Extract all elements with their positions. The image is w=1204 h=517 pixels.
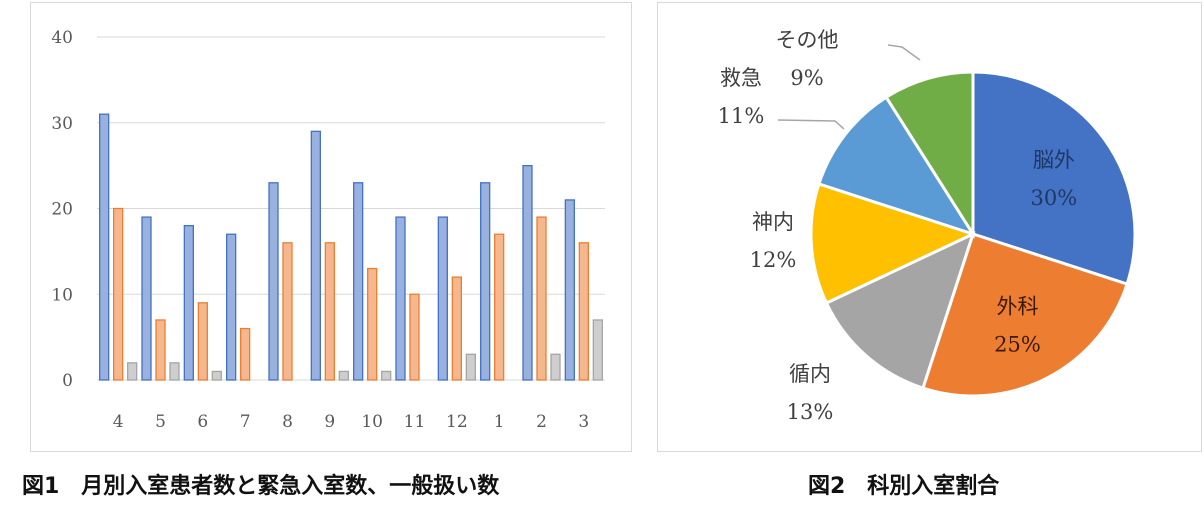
bar <box>367 267 378 381</box>
bar <box>141 216 152 381</box>
bar <box>522 164 533 381</box>
bar <box>338 370 349 381</box>
bar <box>494 233 505 381</box>
y-tick-label: 20 <box>51 200 73 220</box>
x-tick-label: 10 <box>361 412 383 432</box>
bar <box>451 276 462 381</box>
bar <box>550 353 561 381</box>
y-tick-label: 0 <box>62 371 73 391</box>
bar <box>197 302 208 381</box>
bar <box>268 182 279 381</box>
y-tick-label: 10 <box>51 285 73 305</box>
x-tick-label: 4 <box>113 412 124 432</box>
bar <box>353 182 364 381</box>
bar <box>99 113 110 381</box>
bar <box>113 207 124 381</box>
x-tick-label: 11 <box>404 412 426 432</box>
bar <box>169 362 180 381</box>
x-tick-label: 1 <box>494 412 505 432</box>
bar <box>282 242 293 381</box>
bar <box>564 199 575 381</box>
bar <box>381 370 392 381</box>
bar <box>240 327 251 381</box>
bar <box>211 370 222 381</box>
pie-slice <box>817 95 977 237</box>
bar <box>183 224 194 381</box>
pie-label-category: 循内 <box>789 362 831 386</box>
pie-chart-panel: 脳外 30% 外科 25% 循内 13% 神内 12% 救急 11% その他 9% <box>657 2 1202 452</box>
x-tick-label: 5 <box>155 412 166 432</box>
pie-slice <box>824 231 976 390</box>
y-tick-label: 30 <box>51 114 73 134</box>
x-tick-label: 3 <box>578 412 589 432</box>
y-tick-label: 40 <box>51 28 73 48</box>
x-tick-label: 2 <box>536 412 547 432</box>
pie-label-percent: 12% <box>750 248 797 272</box>
pie-label-percent: 25% <box>994 332 1041 356</box>
x-tick-label: 8 <box>282 412 293 432</box>
pie-slice <box>971 70 1137 286</box>
pie-label-category: 神内 <box>752 210 794 234</box>
pie-label-category: 脳外 <box>1033 148 1075 172</box>
figure-1-caption: 図1 月別入室患者数と緊急入室数、一般扱い数 <box>22 474 500 499</box>
bar <box>324 242 335 381</box>
bar <box>480 182 491 381</box>
pie-label-percent: 13% <box>787 400 834 424</box>
leader-line <box>887 44 921 61</box>
x-tick-label: 9 <box>324 412 335 432</box>
pie-chart: 脳外 30% 外科 25% 循内 13% 神内 12% 救急 11% その他 9% <box>718 28 1137 424</box>
figure-2-caption: 図2 科別入室割合 <box>808 474 1000 499</box>
x-tick-label: 12 <box>446 412 468 432</box>
bar <box>409 293 420 381</box>
x-tick-label: 7 <box>240 412 251 432</box>
pie-label-percent: 9% <box>790 66 823 90</box>
bar <box>395 216 406 381</box>
pie-label-category: 外科 <box>996 294 1038 318</box>
bar <box>465 353 476 381</box>
pie-label-percent: 11% <box>718 104 765 128</box>
leader-line <box>777 119 845 130</box>
bar <box>592 319 603 381</box>
pie-slice <box>884 70 975 240</box>
bar <box>226 233 237 381</box>
pie-slice <box>809 182 978 305</box>
bar <box>310 130 321 381</box>
bar <box>536 216 547 381</box>
bar <box>578 242 589 381</box>
pie-slice <box>921 232 1129 398</box>
bar <box>155 319 166 381</box>
pie-label-percent: 30% <box>1031 186 1078 210</box>
pie-label-category: 救急 <box>720 66 762 90</box>
bar <box>437 216 448 381</box>
bar <box>127 362 138 381</box>
bar-chart-panel: 0 10 20 30 40 4 5 6 7 8 9 10 11 12 1 2 3 <box>30 2 632 452</box>
x-tick-label: 6 <box>197 412 208 432</box>
pie-label-category: その他 <box>776 28 839 52</box>
